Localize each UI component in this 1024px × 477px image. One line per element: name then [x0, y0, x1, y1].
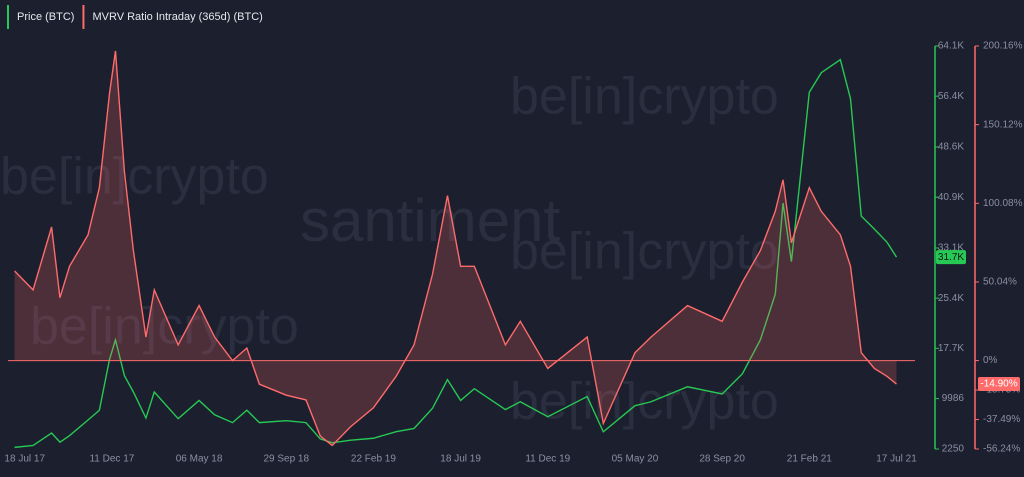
- y-tick-label: 40.9K: [938, 192, 964, 203]
- y-tick-label: 33.1K: [938, 243, 964, 254]
- series-line: [14, 50, 897, 447]
- x-tick-label: 05 May 20: [612, 454, 659, 465]
- current-value-label: -14.90%: [980, 379, 1017, 390]
- y2-tick-label: 100.08%: [983, 198, 1023, 209]
- x-tick-label: 11 Dec 17: [89, 454, 134, 465]
- watermark: santiment: [300, 187, 560, 254]
- x-tick-label: 28 Sep 20: [699, 454, 745, 465]
- x-tick-label: 18 Jul 17: [4, 454, 45, 465]
- legend: Price (BTC) MVRV Ratio Intraday (365d) (B…: [7, 5, 263, 29]
- area-fill: [14, 50, 897, 446]
- x-tick-label: 17 Jul 21: [876, 454, 917, 465]
- y-tick-label: 25.4K: [938, 293, 964, 304]
- watermark: be[in]crypto: [510, 223, 779, 281]
- legend-label: Price (BTC): [17, 11, 74, 23]
- current-value-badge: [936, 250, 966, 265]
- series-line: [14, 58, 898, 449]
- y-tick-label: 9986: [942, 393, 965, 404]
- watermark: be[in]crypto: [510, 68, 779, 126]
- x-tick-label: 22 Feb 19: [351, 454, 396, 465]
- watermark: be[in]crypto: [30, 298, 299, 356]
- y2-tick-label: 0%: [983, 355, 998, 366]
- legend-swatch: [82, 5, 85, 29]
- y2-tick-label: 150.12%: [983, 119, 1023, 130]
- x-tick-label: 11 Dec 19: [525, 454, 570, 465]
- current-value-badge: [978, 377, 1020, 392]
- y-tick-label: 48.6K: [938, 142, 964, 153]
- x-tick-label: 29 Sep 18: [263, 454, 309, 465]
- x-tick-label: 21 Feb 21: [787, 454, 832, 465]
- x-tick-label: 06 May 18: [176, 454, 223, 465]
- y2-tick-label: -56.24%: [983, 444, 1020, 455]
- y-tick-label: 64.1K: [938, 41, 964, 52]
- y-tick-label: 17.7K: [938, 343, 964, 354]
- y-tick-label: 2250: [942, 444, 965, 455]
- x-tick-label: 18 Jul 19: [440, 454, 481, 465]
- current-value-label: 31.7K: [938, 252, 964, 263]
- y2-tick-label: 200.16%: [983, 41, 1023, 52]
- legend-label: MVRV Ratio Intraday (365d) (BTC): [92, 11, 262, 23]
- legend-swatch: [7, 5, 9, 29]
- y2-tick-label: 50.04%: [983, 277, 1017, 288]
- y2-tick-label: -37.49%: [983, 414, 1020, 425]
- watermark: be[in]crypto: [510, 373, 779, 431]
- y-tick-label: 56.4K: [938, 91, 964, 102]
- watermark: be[in]crypto: [0, 148, 269, 206]
